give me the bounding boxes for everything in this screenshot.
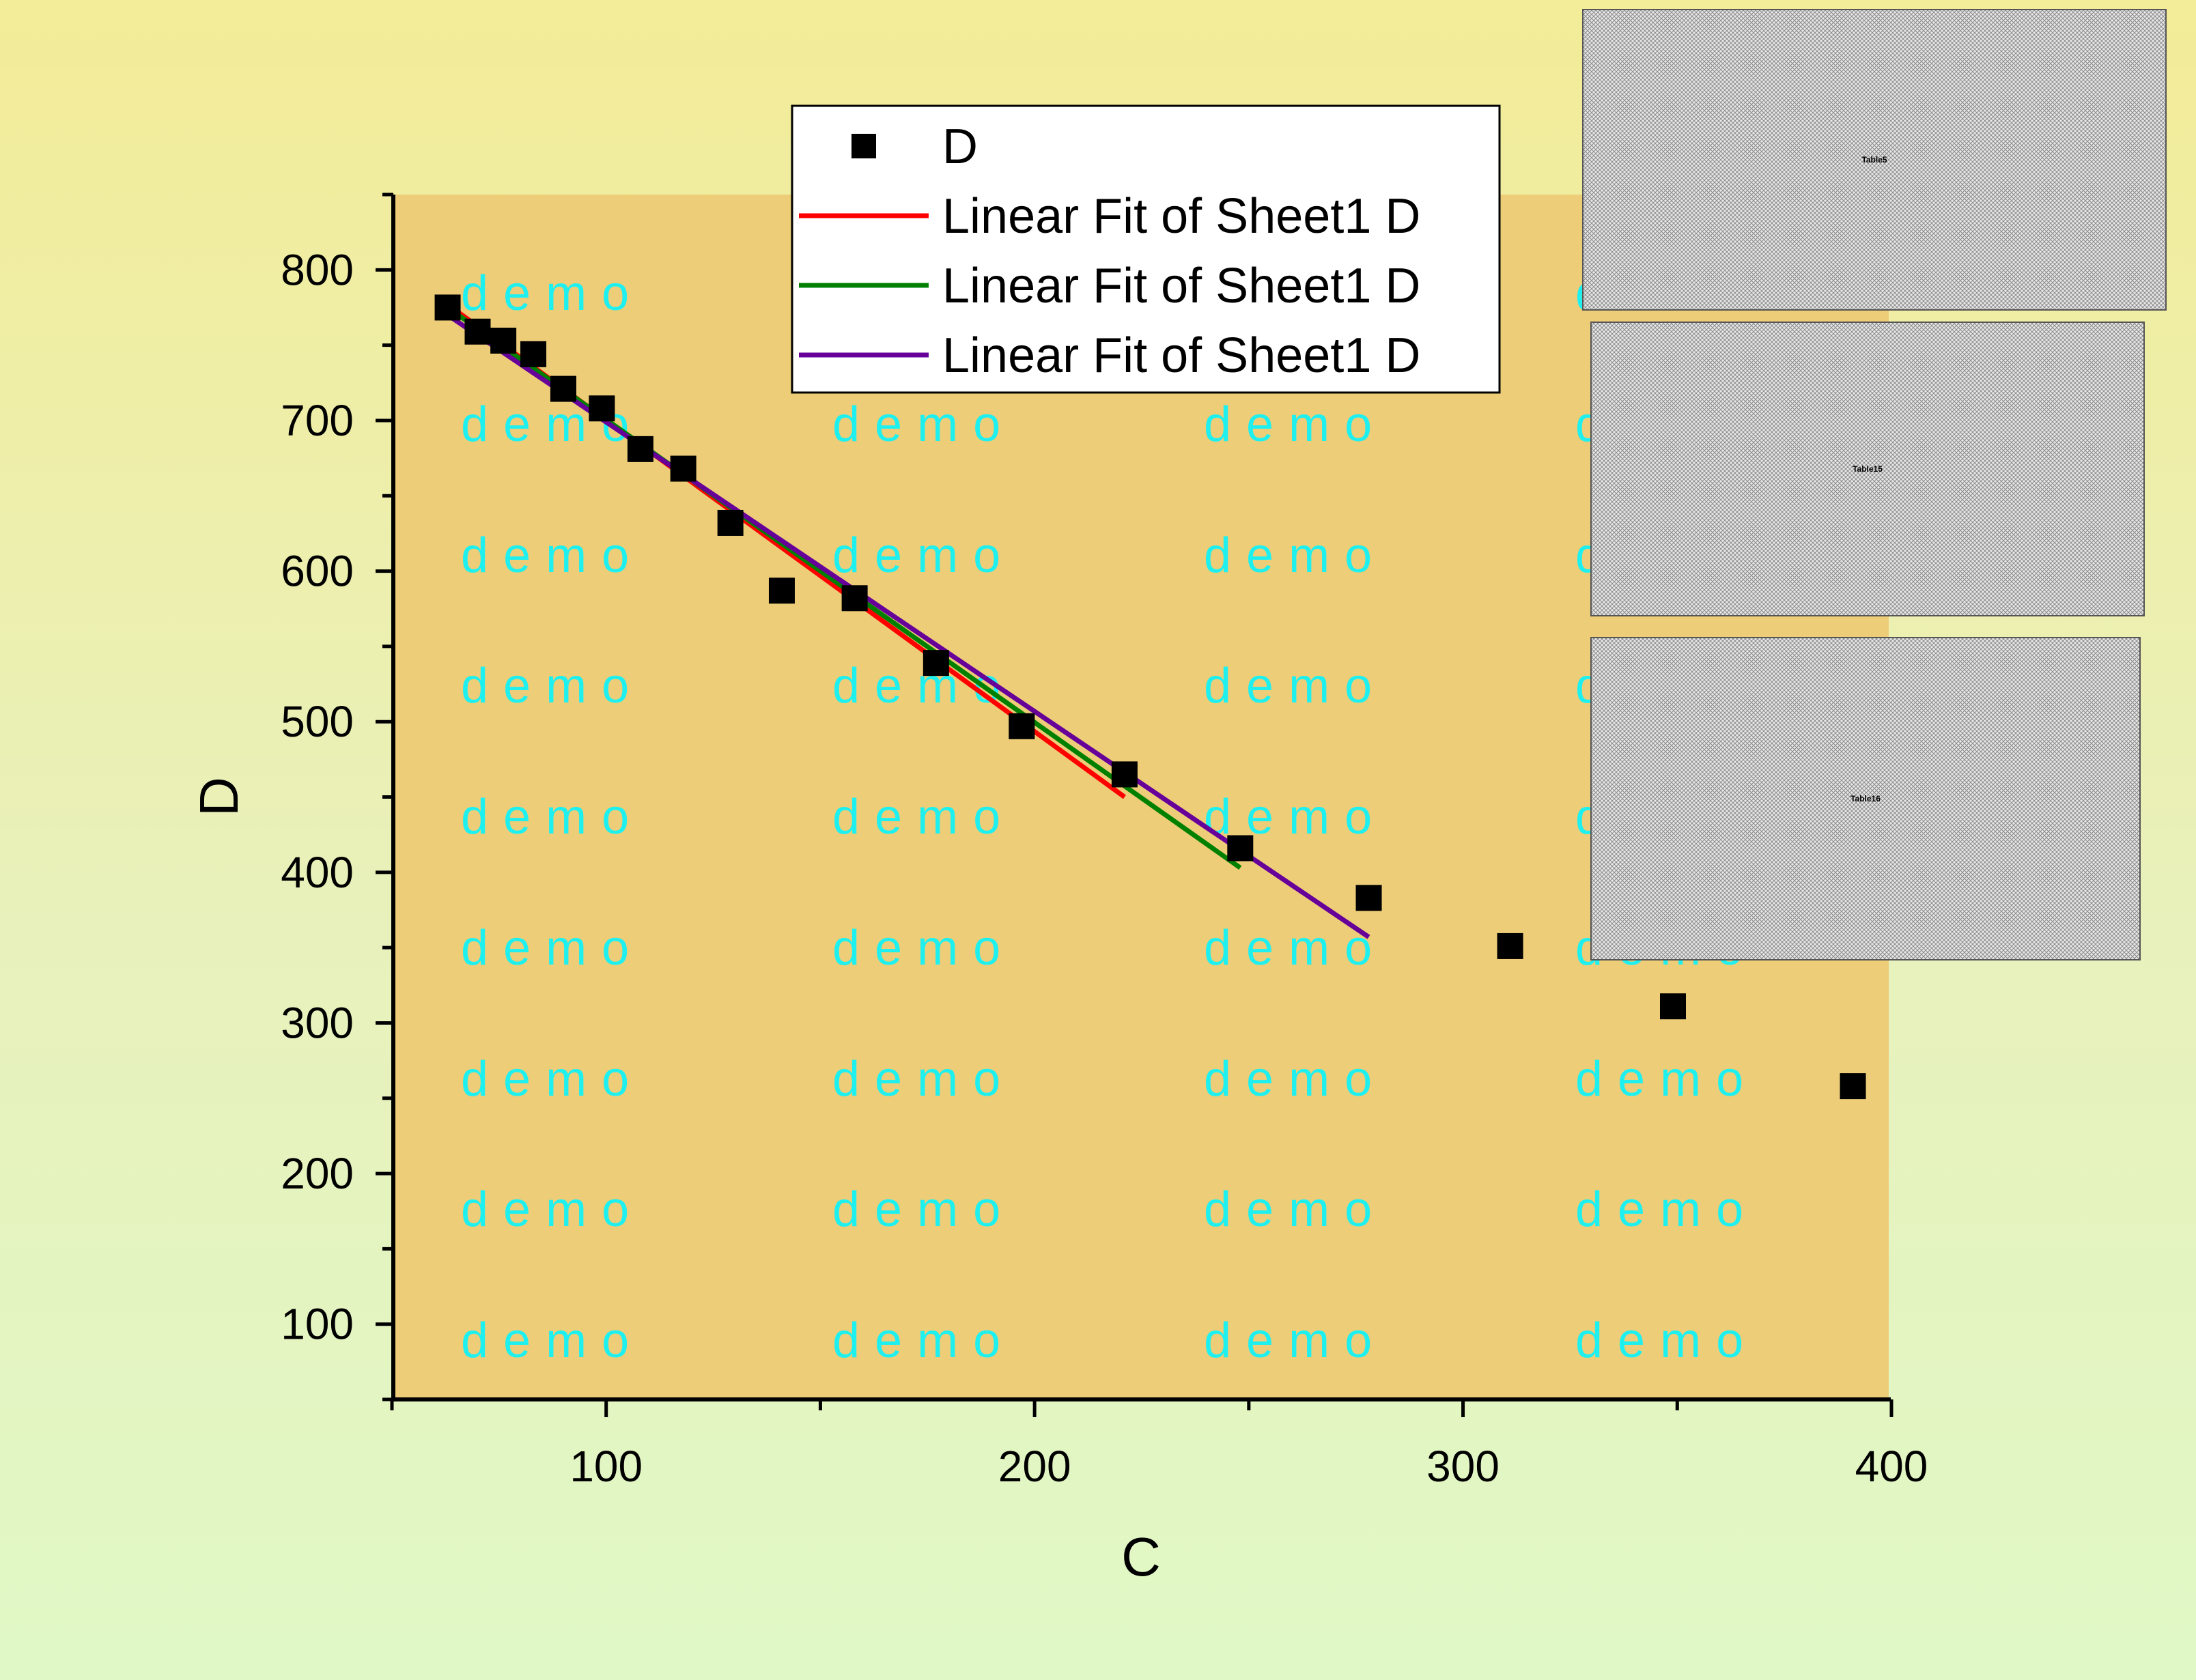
data-point [1355,885,1382,911]
x-axis-title: C [1121,1526,1161,1587]
x-tick-label: 400 [1855,1442,1928,1491]
watermark-text: demo [461,266,644,321]
legend-label-fit3: Linear Fit of Sheet1 D [942,328,1420,383]
watermark-text: demo [461,1313,644,1368]
y-tick-label: 100 [281,1300,354,1349]
watermark-text: demo [832,921,1015,976]
watermark-text: demo [1575,1313,1758,1368]
table-15-label: Table15 [1853,464,1883,474]
table-16-box [1590,637,2141,960]
legend-label-fit1: Linear Fit of Sheet1 D [942,189,1420,244]
watermark-text: demo [832,1313,1015,1368]
x-tick-label: 300 [1426,1442,1500,1491]
watermark-text: demo [1204,659,1387,713]
x-tick-label: 200 [998,1442,1071,1491]
table-16-label: Table16 [1850,794,1881,803]
watermark-text: demo [1575,1182,1758,1237]
data-point [1111,761,1138,788]
watermark-text: demo [1204,921,1387,976]
y-tick-label: 500 [281,697,354,746]
watermark-text: demo [461,528,644,583]
y-tick-label: 800 [281,245,354,294]
x-tick-label: 100 [569,1442,643,1491]
data-point [434,294,461,321]
data-point [490,328,517,354]
y-tick-label: 400 [281,848,354,897]
y-tick-label: 300 [281,998,354,1047]
data-point [1009,713,1035,739]
data-point [627,436,653,462]
watermark-text: demo [1204,397,1387,452]
watermark-text: demo [1204,1182,1387,1237]
legend-label-d: D [942,119,978,174]
table-15-box [1590,322,2145,616]
watermark-text: demo [832,528,1015,583]
watermark-text: demo [461,790,644,844]
watermark-text: demo [832,397,1015,452]
watermark-text: demo [1204,528,1387,583]
embedded-tables: Table5 Table15 Table16 [1582,9,2167,960]
data-point [1497,932,1523,959]
data-point [1660,993,1687,1020]
data-point [670,455,696,482]
watermark-text: demo [1575,1052,1758,1107]
data-point [1840,1073,1866,1100]
data-point [717,509,744,536]
legend-label-fit2: Linear Fit of Sheet1 D [942,259,1420,313]
y-ticks: 100 200 300 400 500 600 700 800 [281,193,393,1401]
watermark-text: demo [832,790,1015,844]
data-point [464,318,491,345]
watermark-text: demo [832,1052,1015,1107]
watermark-text: demo [461,659,644,713]
watermark-text: demo [461,1052,644,1107]
legend-marker-d [851,134,876,158]
data-point [520,341,547,367]
data-point [1227,835,1254,862]
watermark-text: demo [832,1182,1015,1237]
data-point [841,585,868,612]
table-5-label: Table5 [1861,155,1887,165]
y-tick-label: 700 [281,396,354,445]
watermark-text: demo [1204,1052,1387,1107]
watermark-text: demo [461,921,644,976]
x-ticks: 100 200 300 400 [390,1399,1928,1491]
legend-box [791,104,1501,394]
watermark-text: demo [461,1182,644,1237]
data-markers [434,294,1866,1100]
y-axis-title: D [188,777,249,816]
data-point [589,395,615,422]
table-5-box [1582,9,2167,311]
legend: D Linear Fit of Sheet1 D Linear Fit of S… [791,104,1501,394]
y-tick-label: 200 [281,1149,354,1198]
y-tick-label: 600 [281,547,354,596]
data-point [923,650,949,677]
data-point [550,375,576,402]
data-point [768,578,795,604]
watermark-text: demo [1204,1313,1387,1368]
